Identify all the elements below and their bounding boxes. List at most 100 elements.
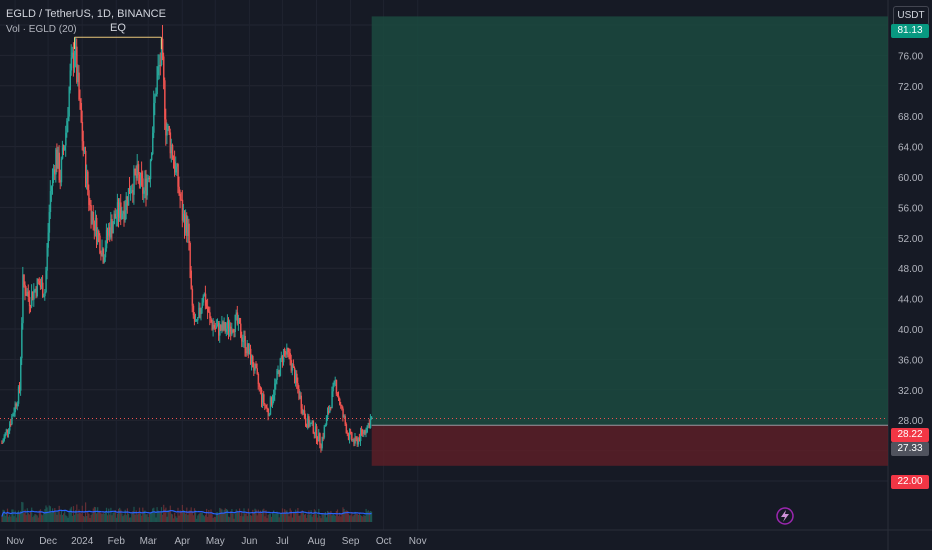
candle-body (252, 356, 254, 368)
candle-body (176, 164, 178, 167)
volume-bar (35, 514, 37, 522)
candle-body (350, 431, 352, 433)
candle-body (118, 202, 120, 218)
volume-bar (321, 514, 323, 522)
volume-bar (268, 513, 270, 522)
volume-bar (193, 508, 196, 522)
candle-body (67, 116, 69, 122)
currency-button[interactable]: USDT (893, 6, 929, 26)
volume-bar (343, 508, 345, 522)
volume-bar (170, 513, 172, 522)
candle-body (311, 420, 313, 423)
x-tick-label: Sep (342, 536, 360, 547)
volume-bar (208, 510, 210, 522)
volume-bar (307, 514, 309, 522)
candle-body (129, 188, 131, 194)
volume-bar (233, 518, 235, 522)
volume-bar (65, 515, 67, 522)
volume-bar (295, 509, 297, 522)
candle-body (167, 125, 169, 130)
volume-bar (81, 505, 83, 522)
volume-bar (259, 510, 262, 522)
lightning-icon[interactable] (776, 507, 794, 525)
symbol-title: EGLD / TetherUS, 1D, BINANCE (6, 8, 166, 20)
volume-bar (25, 515, 27, 522)
volume-bar (184, 511, 186, 522)
volume-bar (96, 513, 98, 522)
volume-bar (66, 516, 68, 522)
candle-body (34, 289, 36, 291)
volume-bar (138, 507, 141, 522)
y-tick-label: 64.00 (898, 143, 923, 154)
candle-body (257, 373, 260, 385)
candle-body (301, 408, 304, 414)
volume-bar (157, 510, 159, 522)
volume-bar (199, 512, 201, 522)
volume-bar (361, 515, 363, 522)
candle-body (83, 150, 86, 152)
candle-body (231, 330, 233, 335)
candle-body (213, 324, 216, 328)
volume-bar (27, 513, 29, 522)
volume-bar (163, 504, 165, 522)
volume-bar (301, 510, 303, 522)
candle-body (69, 70, 71, 91)
candle-body (55, 149, 57, 175)
candle-body (352, 439, 354, 441)
candle-body (13, 412, 15, 415)
candle-body (54, 169, 56, 175)
candle-body (265, 404, 267, 408)
volume-bar (63, 513, 65, 522)
volume-bar (177, 507, 179, 522)
candle-body (297, 383, 299, 390)
target-price-tag: 81.13 (891, 24, 929, 38)
candle-body (53, 169, 55, 173)
candle-body (365, 432, 367, 434)
candle-body (195, 320, 197, 322)
volume-bar (314, 510, 317, 522)
volume-bar (278, 517, 280, 522)
candle-body (270, 397, 273, 405)
volume-bar (327, 510, 329, 522)
candle-body (154, 95, 156, 104)
candle-body (203, 293, 206, 297)
candle-body (112, 224, 114, 234)
volume-bar (124, 509, 126, 522)
volume-bar (38, 510, 40, 522)
volume-bar (101, 513, 103, 522)
volume-bar (217, 512, 219, 522)
candle-body (49, 191, 52, 213)
candle-body (75, 46, 77, 56)
volume-bar (323, 513, 325, 522)
candle-body (169, 132, 172, 154)
volume-bar (312, 514, 314, 522)
volume-bar (242, 516, 244, 522)
candle-body (180, 199, 183, 201)
candle-body (105, 230, 108, 249)
volume-bar (180, 511, 182, 522)
volume-bar (134, 514, 136, 522)
y-tick-label: 56.00 (898, 203, 923, 214)
candle-body (222, 322, 224, 330)
volume-bar (127, 513, 130, 522)
volume-bar (90, 515, 92, 522)
volume-bar (232, 513, 234, 522)
volume-bar (181, 504, 183, 522)
candle-body (253, 367, 255, 371)
volume-bar (54, 508, 56, 522)
candle-body (63, 147, 65, 151)
candle-body (96, 217, 98, 242)
candle-body (15, 403, 18, 407)
volume-bar (151, 511, 153, 522)
volume-bar (253, 512, 255, 522)
candle-body (103, 257, 106, 263)
candle-body (185, 215, 187, 233)
candle-body (110, 219, 112, 238)
candle-body (314, 426, 317, 434)
candle-body (358, 438, 361, 442)
volume-bar (364, 516, 366, 522)
candle-body (215, 326, 218, 329)
candle-body (178, 186, 180, 195)
